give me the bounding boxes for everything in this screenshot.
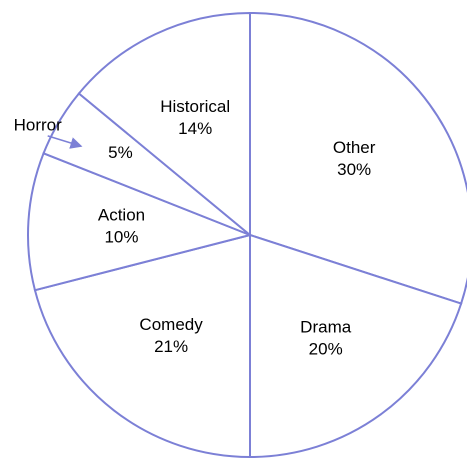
label-arrow bbox=[47, 135, 83, 149]
slice-label: Drama bbox=[300, 318, 352, 337]
slice-label: Comedy bbox=[139, 315, 203, 334]
slice-value: 30% bbox=[337, 160, 371, 179]
slice-label: Historical bbox=[160, 97, 230, 116]
pie-slice bbox=[77, 11, 251, 238]
slice-value: 21% bbox=[154, 337, 188, 356]
pie-slice bbox=[33, 233, 251, 459]
slice-value: 14% bbox=[178, 119, 212, 138]
slice-label: Other bbox=[333, 138, 376, 157]
pie-slice bbox=[249, 11, 467, 305]
slice-value: 20% bbox=[309, 340, 343, 359]
slice-label: Horror bbox=[14, 115, 63, 134]
slice-value: 10% bbox=[104, 227, 138, 246]
pie-slice bbox=[27, 151, 254, 292]
slice-value: 5% bbox=[108, 143, 133, 162]
slice-label: Action bbox=[98, 205, 145, 224]
pie-slice bbox=[249, 233, 463, 459]
